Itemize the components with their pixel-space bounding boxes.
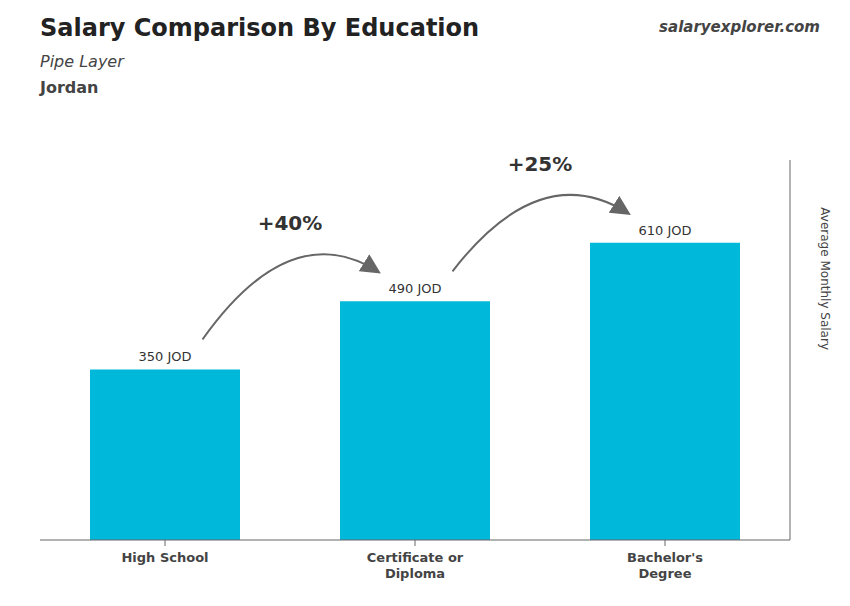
html-text:salaryexplorer.com: salaryexplorer.com [659, 18, 820, 36]
svg-text:490 JOD: 490 JOD [388, 281, 441, 296]
svg-text:350 JOD: 350 JOD [138, 349, 191, 364]
svg-text:+40%: +40% [258, 211, 323, 235]
html-text:Salary Comparison By Education: Salary Comparison By Education [40, 14, 480, 42]
svg-text:Bachelor'sDegree: Bachelor'sDegree [627, 550, 703, 581]
svg-text:+25%: +25% [508, 152, 573, 176]
svg-text:Certificate orDiploma: Certificate orDiploma [367, 550, 464, 581]
html-text:Jordan: Jordan [40, 78, 99, 97]
svg-text:610 JOD: 610 JOD [638, 223, 691, 238]
html-text:Pipe Layer: Pipe Layer [40, 52, 124, 71]
svg-text:High School: High School [121, 550, 208, 565]
svg-text:Average Monthly Salary: Average Monthly Salary [818, 207, 832, 350]
